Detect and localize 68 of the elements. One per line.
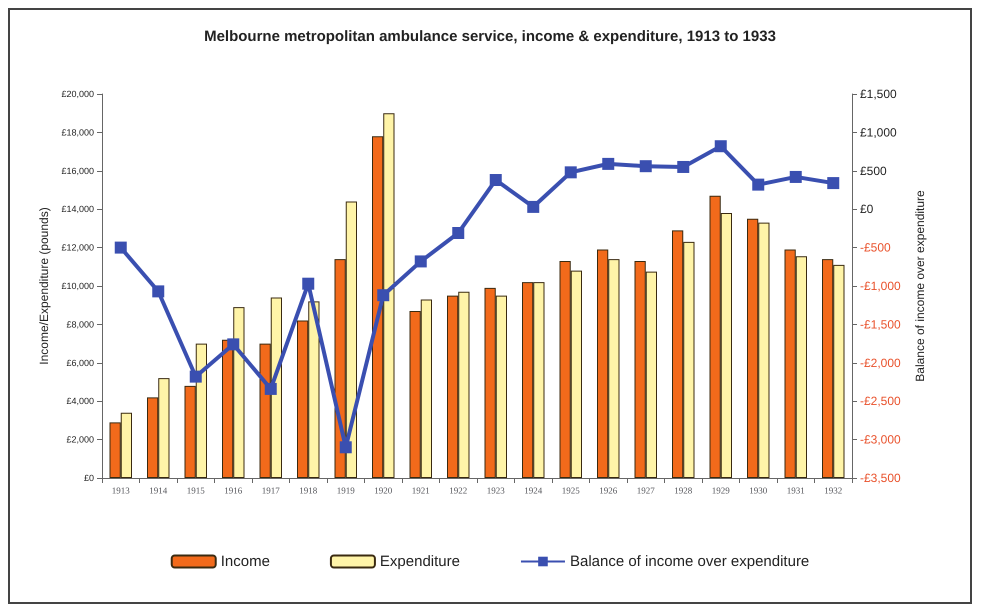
y-tick-label: £4,000: [66, 396, 94, 406]
x-tick-label: 1930: [749, 486, 768, 496]
point: [714, 140, 727, 152]
point: [527, 200, 540, 213]
point: [377, 289, 390, 302]
x-tick-label: 1926: [599, 486, 618, 496]
legend-label: Expenditure: [380, 553, 460, 570]
y-axis-title: Income/Expenditure (pounds): [37, 207, 51, 365]
x-tick-label: 1916: [224, 486, 243, 496]
x-tick-label: 1928: [674, 486, 693, 496]
point: [790, 170, 802, 183]
point: [340, 441, 352, 454]
point: [264, 382, 277, 395]
x-tick-label: 1919: [336, 486, 356, 496]
y-tick-label: £20,000: [61, 89, 94, 99]
x-tick-label: 1927: [636, 486, 656, 496]
y2-tick-label: -£2,500: [860, 394, 902, 408]
y-tick-label: £14,000: [61, 204, 94, 214]
x-tick-label: 1915: [186, 486, 206, 496]
y-tick-label: £0: [84, 473, 94, 483]
y-tick-label: £2,000: [66, 434, 94, 445]
y2-tick-label: £1,500: [860, 87, 898, 101]
x-tick-label: 1924: [524, 486, 543, 496]
x-tick-label: 1913: [112, 486, 130, 496]
point: [302, 278, 314, 290]
y2-axis-title: Balance of income over expenditure: [913, 190, 927, 382]
point: [640, 160, 652, 172]
x-tick-label: 1932: [824, 486, 842, 496]
point: [490, 174, 502, 186]
y2-tick-label: £500: [860, 164, 888, 178]
y2-tick-label: £0: [860, 202, 874, 216]
y2-tick-label: £1,000: [860, 125, 898, 140]
y2-tick-label: -£3,500: [860, 471, 902, 485]
x-tick-label: 1925: [562, 486, 580, 496]
point: [602, 158, 614, 170]
y-tick-label: £10,000: [61, 281, 94, 291]
y-tick-label: £8,000: [66, 319, 94, 330]
legend-label: Balance of income over expenditure: [570, 553, 810, 570]
y-tick-label: £16,000: [61, 166, 94, 176]
point: [227, 338, 240, 350]
y2-tick-label: -£1,000: [860, 279, 902, 293]
y-tick-label: £6,000: [66, 358, 94, 368]
point: [190, 370, 202, 383]
x-tick-label: 1918: [299, 486, 318, 496]
point: [152, 285, 164, 298]
point: [452, 227, 464, 240]
x-tick-label: 1923: [486, 486, 506, 496]
chart-title: Melbourne metropolitan ambulance service, income & expenditure, 1913 to 1933: [204, 28, 776, 45]
y-tick-label: £18,000: [61, 127, 94, 138]
x-tick-label: 1917: [262, 486, 280, 496]
y2-tick-label: -£3,000: [860, 432, 902, 447]
point: [827, 177, 840, 190]
point: [564, 166, 577, 178]
point: [752, 178, 764, 191]
point: [677, 160, 690, 173]
y2-tick-label: -£500: [860, 240, 892, 255]
x-tick-label: 1922: [449, 486, 468, 496]
y-tick-label: £12,000: [61, 242, 94, 253]
x-tick-label: 1920: [374, 486, 393, 496]
x-tick-label: 1921: [412, 486, 430, 496]
y2-tick-label: -£2,000: [860, 356, 902, 370]
point: [414, 255, 427, 268]
legend-label: Income: [220, 553, 270, 570]
y2-tick-label: -£1,500: [860, 317, 902, 332]
x-tick-label: 1914: [149, 486, 168, 496]
x-tick-label: 1929: [712, 486, 730, 496]
point: [114, 242, 127, 254]
x-tick-label: 1931: [786, 486, 805, 496]
